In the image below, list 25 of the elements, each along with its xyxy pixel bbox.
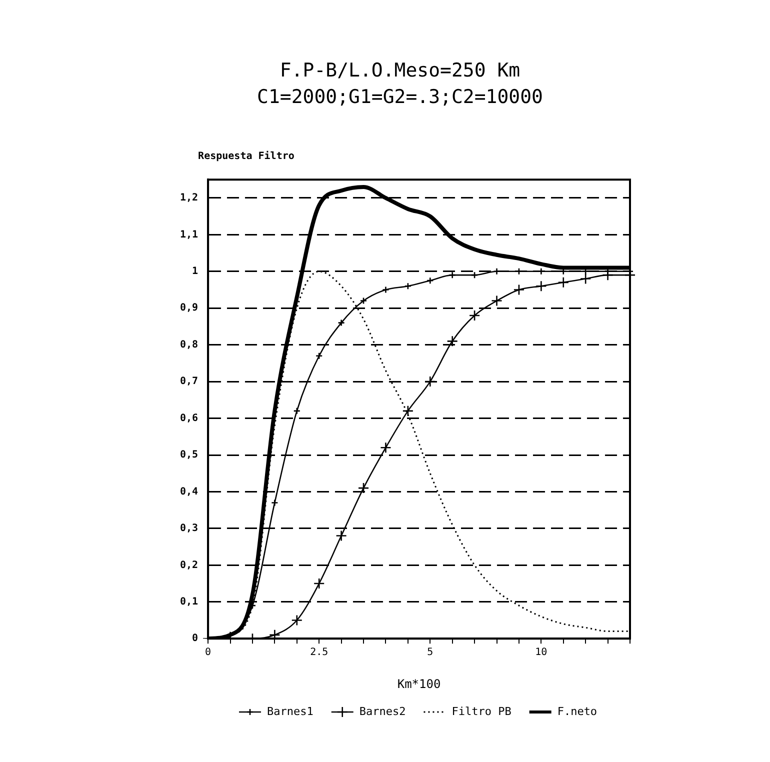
legend-label: F.neto	[557, 704, 598, 718]
legend-label: Barnes2	[359, 704, 406, 718]
y-tick-label: 0,6	[180, 412, 198, 424]
legend-label: Barnes1	[267, 704, 314, 718]
x-tick-label: 10	[535, 647, 548, 658]
y-tick-label: 1	[192, 266, 198, 277]
y-tick-label: 0	[192, 633, 198, 644]
y-tick-label: 0,5	[180, 450, 198, 461]
y-tick-label: 1,2	[180, 192, 198, 204]
y-tick-label: 0,4	[180, 486, 198, 498]
x-tick-label: 0	[205, 647, 212, 658]
x-tick-label: 5	[427, 647, 434, 658]
x-tick-label: 2.5	[310, 647, 328, 658]
legend-label: Filtro PB	[452, 704, 512, 718]
chart-subtitle: C1=2000;G1=G2=.3;C2=10000	[257, 86, 543, 108]
y-tick-label: 0,1	[180, 596, 198, 608]
y-axis-title: Respuesta Filtro	[198, 150, 294, 162]
y-tick-label: 0,7	[180, 376, 198, 388]
y-tick-label: 0,9	[180, 302, 198, 314]
chart-title: F.P-B/L.O.Meso=250 Km	[280, 59, 520, 82]
y-tick-label: 0,2	[180, 560, 198, 571]
y-tick-label: 0,8	[180, 339, 198, 350]
x-axis-title: Km*100	[397, 676, 441, 691]
y-tick-label: 0,3	[180, 523, 198, 534]
y-tick-label: 1,1	[180, 229, 198, 240]
